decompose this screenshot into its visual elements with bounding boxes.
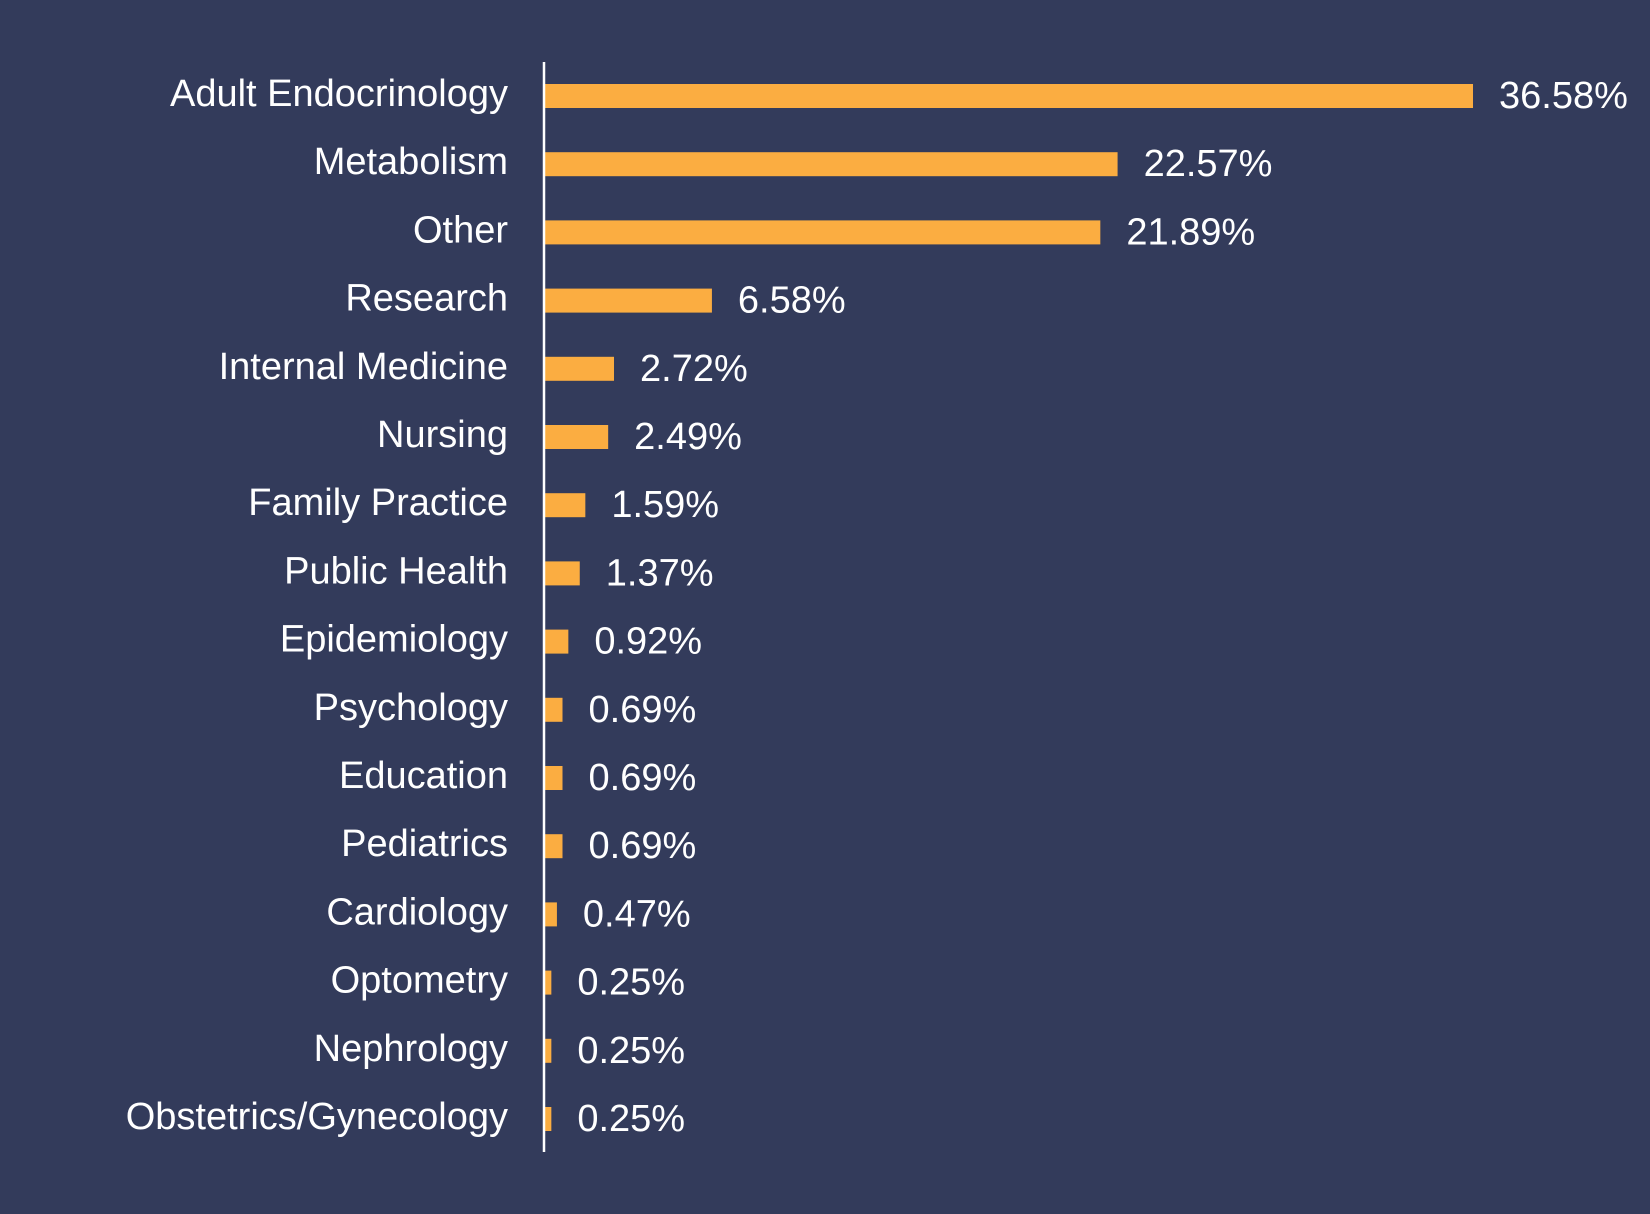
data-label-3: 6.58% bbox=[738, 280, 846, 322]
category-label-1: Metabolism bbox=[314, 141, 508, 183]
category-label-5: Nursing bbox=[377, 414, 508, 456]
data-label-15: 0.25% bbox=[577, 1098, 685, 1140]
bar-9 bbox=[545, 697, 563, 722]
category-label-3: Research bbox=[345, 278, 508, 320]
data-labels-group: 36.58% 22.57% 21.89% 6.58% 2.72% 2.49% 1.59% 1.… bbox=[577, 75, 1628, 1140]
bar-2 bbox=[545, 220, 1101, 245]
bar-11 bbox=[545, 834, 563, 859]
data-label-0: 36.58% bbox=[1499, 75, 1628, 117]
data-label-8: 0.92% bbox=[594, 621, 702, 663]
category-labels-group: Adult Endocrinology Metabolism Other Resear… bbox=[126, 73, 509, 1138]
data-label-4: 2.72% bbox=[640, 348, 748, 390]
category-label-14: Nephrology bbox=[314, 1028, 508, 1070]
data-label-6: 1.59% bbox=[611, 484, 719, 526]
data-label-13: 0.25% bbox=[577, 962, 685, 1004]
bar-3 bbox=[545, 288, 712, 313]
category-label-2: Other bbox=[413, 209, 508, 251]
data-label-10: 0.69% bbox=[589, 757, 697, 799]
category-label-4: Internal Medicine bbox=[219, 346, 508, 388]
data-label-12: 0.47% bbox=[583, 893, 691, 935]
category-label-11: Pediatrics bbox=[341, 823, 508, 865]
bar-1 bbox=[545, 152, 1118, 177]
category-label-7: Public Health bbox=[284, 550, 508, 592]
bar-10 bbox=[545, 766, 563, 790]
data-label-1: 22.57% bbox=[1144, 143, 1273, 185]
category-label-13: Optometry bbox=[331, 960, 508, 1002]
bar-0 bbox=[545, 84, 1473, 108]
category-label-8: Epidemiology bbox=[280, 619, 508, 661]
bar-7 bbox=[545, 561, 580, 586]
category-label-0: Adult Endocrinology bbox=[170, 73, 508, 115]
category-label-10: Education bbox=[339, 755, 508, 797]
bar-5 bbox=[545, 425, 609, 449]
category-label-12: Cardiology bbox=[326, 891, 508, 933]
bar-4 bbox=[545, 356, 615, 381]
data-label-9: 0.69% bbox=[589, 689, 697, 731]
category-label-9: Psychology bbox=[314, 687, 508, 729]
bar-6 bbox=[545, 493, 586, 518]
data-label-5: 2.49% bbox=[634, 416, 742, 458]
bar-12 bbox=[545, 902, 557, 927]
bar-14 bbox=[545, 1038, 552, 1063]
data-label-2: 21.89% bbox=[1126, 211, 1255, 253]
data-label-7: 1.37% bbox=[606, 552, 714, 594]
data-label-11: 0.69% bbox=[589, 825, 697, 867]
bar-15 bbox=[545, 1107, 552, 1131]
bars-group bbox=[545, 84, 1473, 1131]
bar-13 bbox=[545, 970, 552, 995]
category-label-15: Obstetrics/Gynecology bbox=[126, 1096, 508, 1138]
category-label-6: Family Practice bbox=[248, 482, 508, 524]
bar-8 bbox=[545, 629, 569, 654]
data-label-14: 0.25% bbox=[577, 1030, 685, 1072]
